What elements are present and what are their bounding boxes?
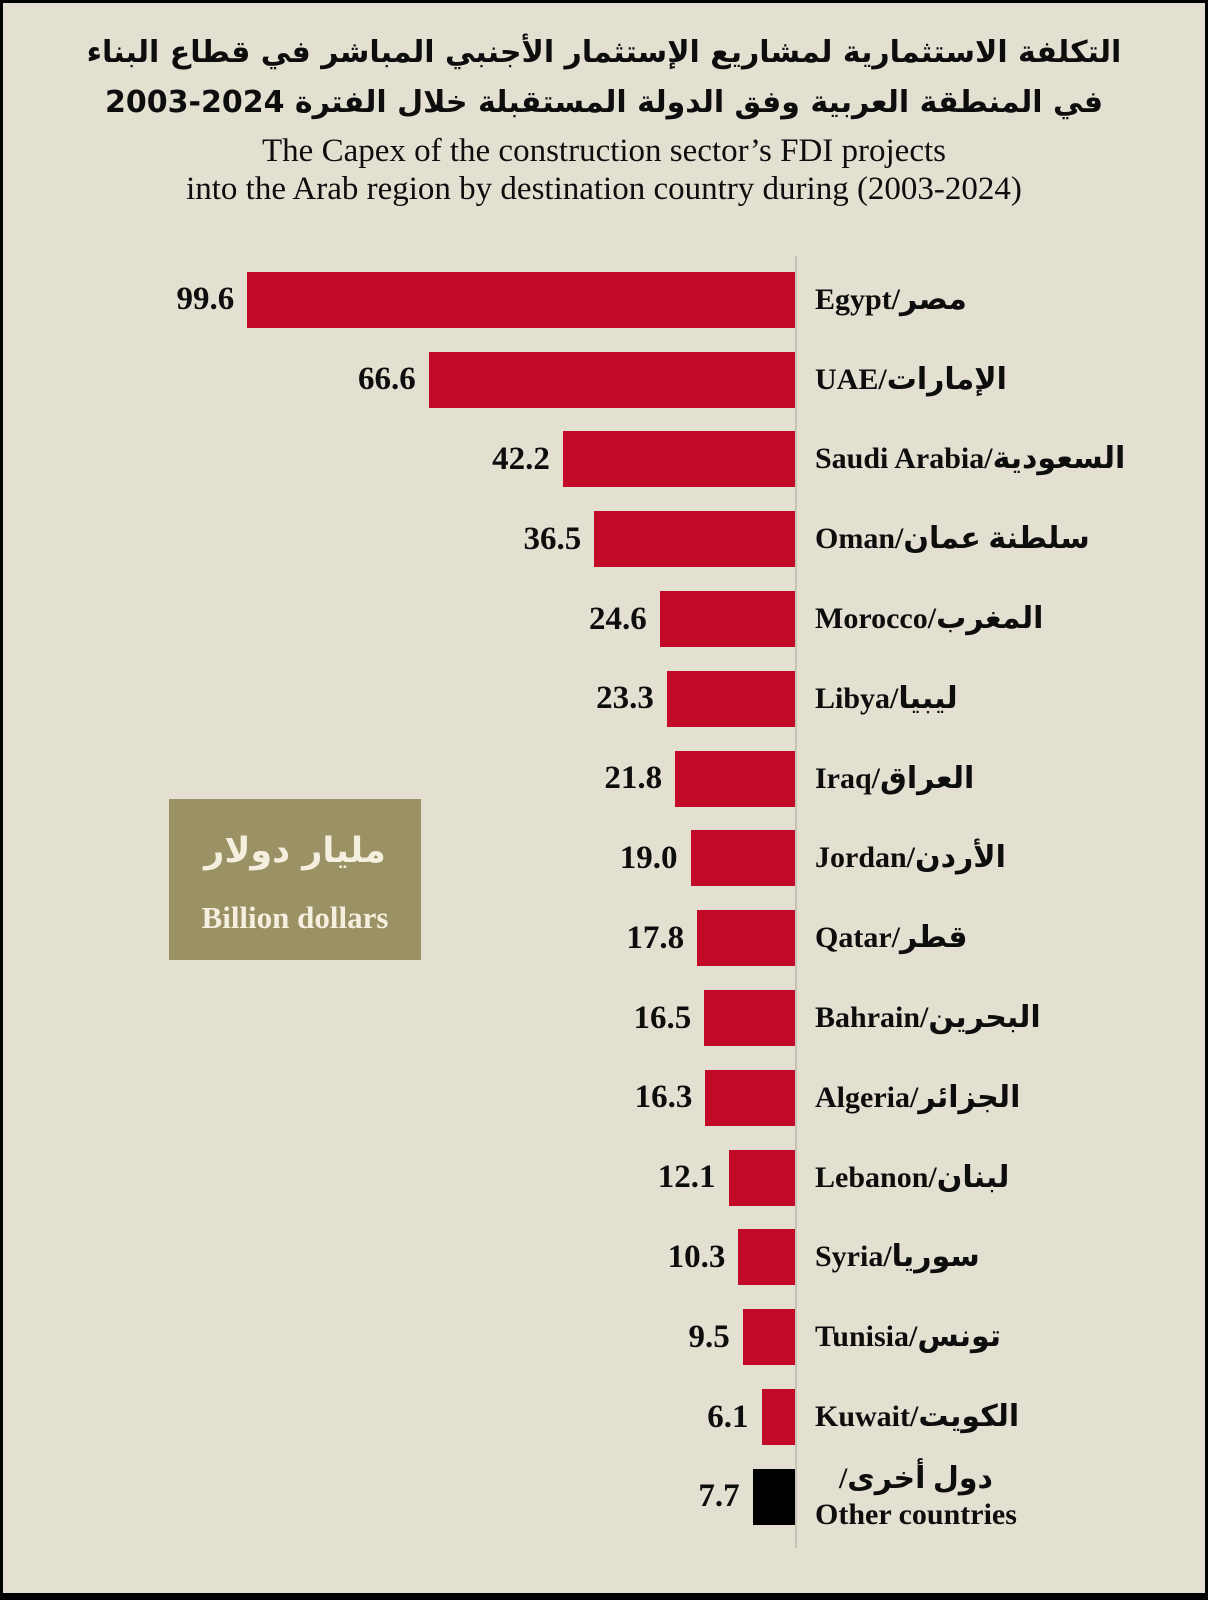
bar-value-label: 24.6 bbox=[588, 600, 647, 637]
bar-value-label: 7.7 bbox=[698, 1478, 740, 1515]
bar-row: 42.2 Saudi Arabia/السعودية bbox=[3, 420, 1205, 500]
bar-value-label: 17.8 bbox=[626, 919, 685, 956]
bar-value-label: 19.0 bbox=[619, 839, 678, 876]
bar bbox=[728, 1149, 795, 1206]
bar-value-label: 16.5 bbox=[633, 999, 692, 1036]
chart-title-arabic-line1: التكلفة الاستثمارية لمشاريع الإستثمار ال… bbox=[86, 35, 1122, 70]
bar-country-label: Qatar/قطر bbox=[815, 921, 968, 955]
unit-legend-box: مليار دولار Billion dollars bbox=[169, 799, 421, 960]
bar bbox=[690, 830, 795, 887]
chart-title-english-line1: The Capex of the construction sector’s F… bbox=[262, 133, 946, 169]
bar-row: 21.8 Iraq/العراق bbox=[3, 739, 1205, 819]
bar-country-label: Syria/سوريا bbox=[815, 1240, 980, 1274]
bar-rows: 99.6 Egypt/مصر 66.6 UAE/الإمارات 42.2 Sa… bbox=[3, 260, 1205, 1537]
bar-group: 24.6 bbox=[588, 591, 795, 648]
bar-row: 24.6 Morocco/المغرب bbox=[3, 579, 1205, 659]
bar-value-label: 9.5 bbox=[688, 1318, 730, 1355]
bar-country-label: Saudi Arabia/السعودية bbox=[815, 442, 1126, 476]
bar-country-label: Morocco/المغرب bbox=[815, 602, 1044, 636]
bar-group: 12.1 bbox=[657, 1149, 795, 1206]
bar bbox=[594, 511, 795, 568]
bar-row: 16.5 Bahrain/البحرين bbox=[3, 978, 1205, 1058]
bar-group: 17.8 bbox=[626, 910, 795, 967]
bar-value-label: 12.1 bbox=[657, 1159, 716, 1196]
bar bbox=[562, 431, 795, 488]
bar-country-label: Algeria/الجزائر bbox=[815, 1080, 1021, 1114]
bar-row: 16.3 Algeria/الجزائر bbox=[3, 1058, 1205, 1138]
bar-row: 7.7 دول أخرى/Other countries bbox=[3, 1457, 1205, 1537]
bar-country-label: Bahrain/البحرين bbox=[815, 1001, 1041, 1035]
bar-country-label: Lebanon/لبنان bbox=[815, 1160, 1010, 1194]
chart-title-english-line2: into the Arab region by destination coun… bbox=[186, 171, 1022, 207]
bar-row: 99.6 Egypt/مصر bbox=[3, 260, 1205, 340]
bar-group: 23.3 bbox=[596, 670, 795, 727]
bar bbox=[752, 1468, 795, 1525]
bar-group: 10.3 bbox=[667, 1229, 795, 1286]
bar-row: 66.6 UAE/الإمارات bbox=[3, 340, 1205, 420]
bar-value-label: 36.5 bbox=[523, 520, 582, 557]
bar-value-label: 21.8 bbox=[604, 760, 663, 797]
bar bbox=[697, 910, 795, 967]
bar-country-label: Tunisia/تونس bbox=[815, 1320, 1002, 1354]
bar-group: 6.1 bbox=[707, 1389, 795, 1446]
bar-value-label: 99.6 bbox=[176, 281, 235, 318]
bar-row: 12.1 Lebanon/لبنان bbox=[3, 1138, 1205, 1218]
bar bbox=[704, 990, 795, 1047]
bar-group: 66.6 bbox=[357, 351, 795, 408]
bar-group: 16.5 bbox=[633, 990, 795, 1047]
bar bbox=[428, 351, 795, 408]
bar-group: 9.5 bbox=[688, 1309, 795, 1366]
category-axis-line bbox=[795, 256, 797, 1548]
bar-row: 19.0 Jordan/الأردن bbox=[3, 819, 1205, 899]
chart-title-arabic-line2: في المنطقة العربية وفق الدولة المستقبلة … bbox=[105, 85, 1103, 120]
bar-group: 7.7 bbox=[698, 1468, 795, 1525]
unit-label-english: Billion dollars bbox=[201, 900, 389, 935]
bar-country-label: Kuwait/الكويت bbox=[815, 1400, 1020, 1434]
bar-value-label: 42.2 bbox=[492, 440, 550, 477]
bar-group: 16.3 bbox=[634, 1069, 795, 1126]
bar-row: 10.3 Syria/سوريا bbox=[3, 1218, 1205, 1298]
bar-country-label: UAE/الإمارات bbox=[815, 362, 1007, 396]
bar-value-label: 16.3 bbox=[634, 1079, 693, 1116]
bar-row: 9.5 Tunisia/تونس bbox=[3, 1297, 1205, 1377]
bar-country-label: Oman/سلطنة عمان bbox=[815, 522, 1090, 556]
bar-row: 36.5 Oman/سلطنة عمان bbox=[3, 499, 1205, 579]
bar-group: 42.2 bbox=[492, 431, 795, 488]
bar bbox=[666, 670, 795, 727]
bar bbox=[738, 1229, 795, 1286]
bar bbox=[675, 750, 795, 807]
bar-value-label: 6.1 bbox=[707, 1398, 749, 1435]
bar-group: 99.6 bbox=[176, 271, 795, 328]
bar-row: 17.8 Qatar/قطر bbox=[3, 898, 1205, 978]
bar-value-label: 23.3 bbox=[596, 680, 654, 717]
bar-country-label: دول أخرى/Other countries bbox=[815, 1461, 1017, 1531]
bar bbox=[705, 1069, 795, 1126]
bar bbox=[761, 1389, 795, 1446]
bar-value-label: 66.6 bbox=[357, 361, 416, 398]
bar-row: 23.3 Libya/ليبيا bbox=[3, 659, 1205, 739]
bar-group: 21.8 bbox=[604, 750, 795, 807]
bar-value-label: 10.3 bbox=[667, 1238, 726, 1275]
bar-country-label: Jordan/الأردن bbox=[815, 841, 1006, 875]
bar bbox=[742, 1309, 795, 1366]
bar-country-label: Egypt/مصر bbox=[815, 282, 967, 316]
bar-country-label: Libya/ليبيا bbox=[815, 681, 958, 715]
bar-group: 36.5 bbox=[523, 511, 795, 568]
bar-row: 6.1 Kuwait/الكويت bbox=[3, 1377, 1205, 1457]
bar bbox=[247, 271, 795, 328]
bar-country-label: Iraq/العراق bbox=[815, 761, 975, 795]
bar bbox=[659, 591, 795, 648]
bar-group: 19.0 bbox=[619, 830, 795, 887]
unit-label-arabic: مليار دولار bbox=[204, 831, 386, 871]
